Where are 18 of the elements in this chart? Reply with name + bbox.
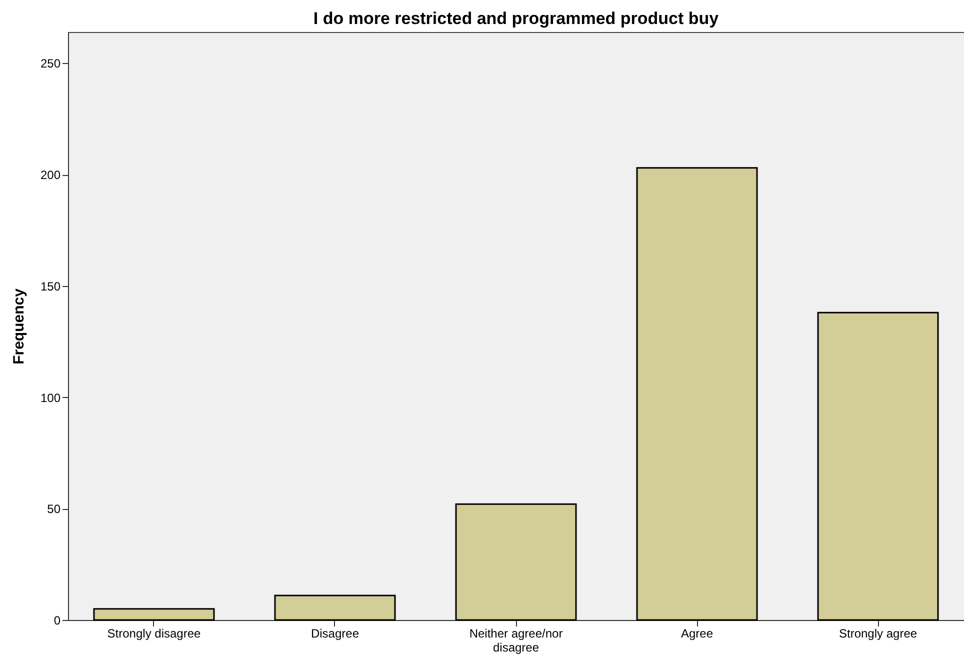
y-tick-label: 150 (40, 279, 61, 294)
bar (636, 167, 758, 621)
x-tick-label: Disagree (310, 626, 360, 640)
bar (455, 503, 577, 621)
y-tick-label: 50 (47, 502, 61, 516)
x-tick-label: Strongly agree (838, 626, 918, 640)
y-tick-label: 0 (54, 614, 61, 628)
bar (817, 312, 939, 621)
x-tick-label: Neither agree/nor disagree (469, 626, 563, 654)
y-tick-label: 200 (40, 168, 61, 182)
y-axis-title: Frequency (10, 288, 28, 364)
bar (274, 594, 396, 621)
bar (93, 608, 215, 621)
x-tick-label: Strongly disagree (107, 626, 201, 640)
y-tick-label: 250 (40, 56, 61, 71)
y-tick-label: 100 (40, 390, 61, 405)
x-tick-label: Agree (680, 626, 714, 640)
chart-title: I do more restricted and programmed product buy (313, 9, 720, 28)
